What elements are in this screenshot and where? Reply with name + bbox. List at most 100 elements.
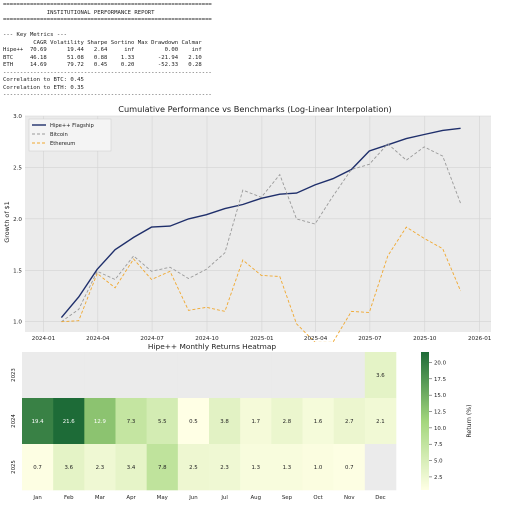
heatmap-cell-label: 1.0	[314, 465, 323, 471]
heatmap-cell	[302, 352, 334, 399]
x-tick-label: 2026-01	[468, 336, 492, 342]
heatmap-cell-label: 0.7	[345, 465, 354, 471]
heatmap-cell	[333, 352, 366, 399]
heatmap-cell	[84, 352, 116, 399]
heatmap-cell	[333, 444, 366, 491]
x-tick-label: 2024-07	[140, 336, 164, 342]
heatmap-cell-label: 1.3	[251, 465, 260, 471]
heatmap-cell-label: 1.3	[283, 465, 292, 471]
heatmap-column-label: Feb	[64, 495, 74, 501]
heatmap-cell	[84, 444, 116, 491]
heatmap-cell-label: 3.6	[376, 373, 385, 379]
heatmap-cell	[53, 398, 85, 445]
heatmap-column-label: Oct	[313, 495, 322, 501]
x-tick-label: 2025-07	[358, 336, 382, 342]
series-line-bitcoin	[61, 143, 462, 323]
heatmap-cell-label: 2.3	[96, 465, 105, 471]
heatmap-cell	[240, 352, 272, 399]
heatmap-cell	[146, 352, 179, 399]
heatmap-cell-label: 2.1	[376, 419, 385, 425]
heatmap-cell	[302, 444, 334, 491]
heatmap-cell	[177, 352, 210, 399]
colorbar-tick-label: 5.0	[434, 459, 443, 465]
y-tick-label: 1.0	[13, 320, 22, 326]
colorbar-tick-label: 17.5	[434, 377, 446, 383]
heatmap-column-label: Mar	[95, 495, 106, 501]
heatmap-column-label: Jun	[188, 495, 197, 501]
heatmap-cell	[240, 398, 272, 445]
heatmap-cell	[84, 398, 116, 445]
heatmap-row-label: 2025	[11, 460, 17, 474]
heatmap-column-label: Nov	[344, 495, 355, 501]
heatmap-cells: 3.6 19.4 21.6 12.9 7.3 5.5 0.5 3.8 1.7 2.8 1.6 2.7 2…	[22, 352, 397, 491]
heatmap-cell	[22, 398, 54, 445]
heatmap-cell-label: 2.3	[220, 465, 229, 471]
x-tick-label: 2024-01	[32, 336, 56, 342]
heatmap-row-labels: 2023 2024 2025	[11, 368, 17, 474]
heatmap-cell	[364, 398, 397, 445]
x-tick-label: 2024-10	[195, 336, 219, 342]
heatmap-column-label: Aug	[250, 495, 261, 501]
colorbar-label: Return (%)	[466, 404, 473, 437]
heatmap-column-label: May	[157, 495, 169, 501]
heatmap-cell-label: 2.7	[345, 419, 354, 425]
heatmap-cell	[177, 398, 210, 445]
y-axis-label: Growth of $1	[3, 201, 11, 243]
heatmap-cell	[271, 398, 303, 445]
heatmap-cell-label: 7.3	[127, 419, 136, 425]
heatmap-cell-label: 3.8	[220, 419, 229, 425]
x-tick-labels: 2024-01 2024-04 2024-07 2024-10 2025-01 2025-…	[32, 336, 492, 342]
heatmap-column-label: Jan	[32, 495, 41, 501]
y-tick-label: 1.5	[13, 268, 22, 274]
heatmap-cell-label: 21.6	[63, 419, 76, 425]
colorbar-tick-label: 20.0	[434, 360, 447, 366]
heatmap-cell	[177, 444, 210, 491]
heatmap-cell	[22, 444, 54, 491]
heatmap-cell-label: 19.4	[32, 419, 45, 425]
heatmap-cell	[364, 444, 397, 491]
heatmap-cell	[22, 352, 54, 399]
heatmap-cell-label: 2.5	[189, 465, 198, 471]
heatmap-cell	[333, 398, 366, 445]
series-lines	[60, 127, 462, 342]
series-line-ethereum	[61, 226, 462, 342]
heatmap-cell	[209, 444, 241, 491]
heatmap-cell	[209, 398, 241, 445]
colorbar-tick-label: 12.5	[434, 410, 446, 416]
x-tick-label: 2025-01	[250, 336, 274, 342]
heatmap-cell	[271, 444, 303, 491]
colorbar	[421, 352, 429, 490]
heatmap-cell-label: 0.7	[33, 465, 42, 471]
heatmap-cell	[115, 444, 147, 491]
colorbar-ticks: 2.5 5.0 7.5 10.0 12.5 15.0 17.5 20.0	[429, 360, 447, 481]
legend-entry: Bitcoin	[50, 132, 68, 138]
legend: Hipe++ Flagship Bitcoin Ethereum	[28, 118, 112, 152]
cumulative-performance-chart: Cumulative Performance vs Benchmarks (Lo…	[3, 104, 492, 342]
heatmap-cell-label: 3.4	[127, 465, 136, 471]
y-tick-labels: 1.0 1.5 2.0 2.5 3.0	[13, 114, 22, 326]
grid	[25, 115, 491, 332]
heatmap-cell-label: 12.9	[94, 419, 107, 425]
x-tick-label: 2025-10	[413, 336, 437, 342]
heatmap-cell-label: 1.6	[314, 419, 323, 425]
series-line-hipe-flagship	[60, 127, 461, 319]
heatmap-cell	[115, 398, 147, 445]
heatmap-cell	[146, 398, 179, 445]
x-tick-label: 2024-04	[86, 336, 110, 342]
heatmap-cell	[53, 444, 85, 491]
heatmap-title: Hipe++ Monthly Returns Heatmap	[148, 342, 277, 351]
heatmap-cell-label: 3.6	[64, 465, 73, 471]
heatmap-column-label: Apr	[126, 495, 136, 501]
heatmap-cell	[240, 444, 272, 491]
heatmap-column-label: Jul	[220, 495, 228, 501]
heatmap-cell	[364, 352, 397, 399]
heatmap-cell	[271, 352, 303, 399]
heatmap-cell-label: 2.8	[283, 419, 292, 425]
plot-area	[25, 116, 491, 332]
heatmap-column-label: Sep	[282, 495, 293, 501]
metrics-report: ========================================…	[3, 2, 212, 98]
heatmap-cell	[53, 352, 85, 399]
heatmap-row-label: 2023	[11, 368, 17, 382]
heatmap-cell	[146, 444, 179, 491]
